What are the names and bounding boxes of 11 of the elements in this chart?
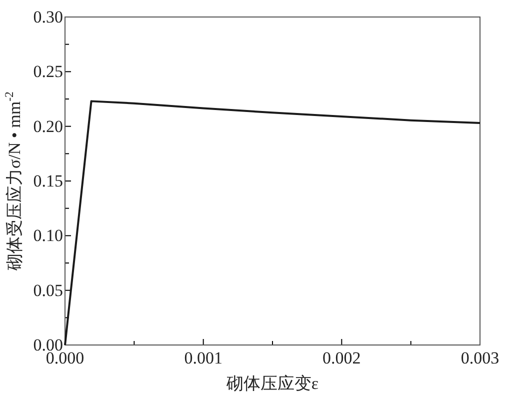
line-series: [64, 100, 481, 346]
x-tick-label: 0.003: [460, 348, 500, 368]
x-tick-label: 0.001: [184, 348, 222, 368]
y-tick-label: 0.05: [33, 280, 63, 300]
y-tick-label: 0.25: [33, 62, 63, 82]
y-tick-label: 0.15: [33, 171, 63, 190]
y-tick-label: 0.10: [33, 226, 63, 246]
x-axis-title: 砌体压应变ε: [225, 374, 319, 393]
y-tick-label: 0.30: [33, 7, 63, 26]
y-tick-label: 0.20: [33, 116, 63, 136]
x-tick-label: 0.002: [322, 348, 361, 368]
